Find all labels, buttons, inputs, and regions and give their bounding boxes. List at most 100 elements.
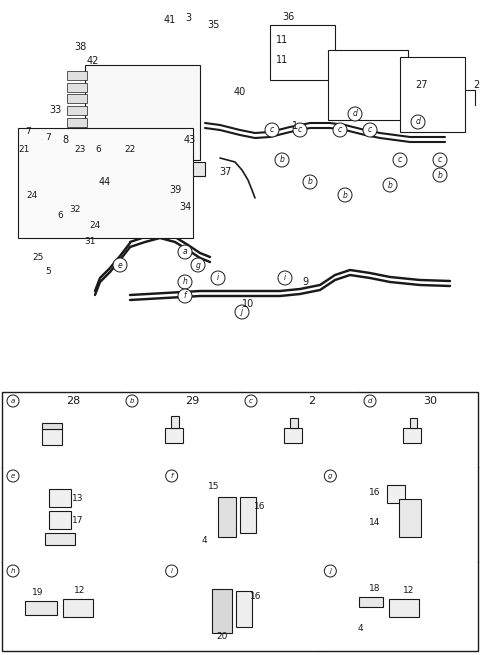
Text: 5: 5: [45, 267, 51, 276]
Circle shape: [333, 123, 347, 137]
Text: 24: 24: [26, 191, 37, 200]
Circle shape: [278, 271, 292, 285]
Text: 26: 26: [473, 79, 480, 90]
Text: 24: 24: [89, 221, 101, 229]
FancyBboxPatch shape: [67, 71, 87, 80]
FancyBboxPatch shape: [67, 118, 87, 126]
Circle shape: [178, 289, 192, 303]
Text: 17: 17: [72, 516, 83, 525]
Text: 27: 27: [416, 80, 428, 90]
Text: h: h: [182, 278, 187, 286]
Text: 36: 36: [282, 12, 294, 22]
FancyBboxPatch shape: [42, 422, 61, 428]
Text: c: c: [438, 155, 442, 164]
Text: i: i: [217, 274, 219, 282]
Text: 19: 19: [32, 588, 43, 597]
FancyBboxPatch shape: [67, 141, 87, 150]
Text: j: j: [329, 568, 331, 574]
Text: 25: 25: [32, 253, 44, 263]
Circle shape: [126, 395, 138, 407]
Text: 13: 13: [72, 494, 83, 503]
Text: d: d: [353, 109, 358, 119]
Text: c: c: [398, 155, 402, 164]
FancyBboxPatch shape: [270, 25, 335, 80]
Text: f: f: [184, 291, 186, 301]
Circle shape: [383, 178, 397, 192]
Text: 15: 15: [208, 482, 220, 491]
FancyBboxPatch shape: [284, 428, 301, 443]
Text: 30: 30: [423, 396, 437, 406]
FancyBboxPatch shape: [409, 417, 417, 428]
Text: 4: 4: [201, 536, 207, 545]
FancyBboxPatch shape: [49, 510, 72, 529]
FancyBboxPatch shape: [398, 498, 420, 536]
Circle shape: [293, 123, 307, 137]
Circle shape: [235, 305, 249, 319]
FancyBboxPatch shape: [49, 489, 72, 506]
Text: 33: 33: [49, 105, 61, 115]
Text: 12: 12: [74, 586, 85, 595]
Circle shape: [166, 470, 178, 482]
Text: 37: 37: [219, 167, 231, 177]
FancyBboxPatch shape: [67, 106, 87, 115]
Circle shape: [7, 565, 19, 577]
Text: a: a: [11, 398, 15, 404]
Circle shape: [348, 107, 362, 121]
Text: 32: 32: [69, 206, 81, 214]
Text: h: h: [11, 568, 15, 574]
FancyBboxPatch shape: [80, 162, 205, 176]
Text: 39: 39: [169, 185, 181, 195]
Circle shape: [433, 168, 447, 182]
Text: e: e: [118, 261, 122, 269]
Text: b: b: [387, 181, 393, 189]
Text: d: d: [368, 398, 372, 404]
Text: c: c: [270, 126, 274, 134]
Circle shape: [324, 470, 336, 482]
Text: c: c: [298, 126, 302, 134]
Circle shape: [324, 565, 336, 577]
FancyBboxPatch shape: [240, 496, 256, 533]
Text: 6: 6: [57, 210, 63, 219]
Text: 43: 43: [184, 135, 196, 145]
Text: 2: 2: [308, 396, 315, 406]
FancyBboxPatch shape: [2, 392, 478, 651]
Circle shape: [7, 395, 19, 407]
FancyBboxPatch shape: [403, 428, 420, 443]
FancyBboxPatch shape: [212, 588, 232, 633]
Circle shape: [363, 123, 377, 137]
Circle shape: [211, 271, 225, 285]
Text: b: b: [343, 191, 348, 200]
Text: g: g: [328, 473, 333, 479]
Text: 34: 34: [179, 202, 191, 212]
Circle shape: [303, 175, 317, 189]
Text: 3: 3: [185, 13, 191, 23]
Circle shape: [265, 123, 279, 137]
FancyBboxPatch shape: [289, 417, 298, 428]
Text: 16: 16: [369, 488, 380, 497]
Circle shape: [7, 470, 19, 482]
Text: 8: 8: [62, 135, 68, 145]
Text: e: e: [11, 473, 15, 479]
Text: 16: 16: [254, 502, 266, 511]
Text: 18: 18: [369, 584, 381, 593]
Text: g: g: [195, 261, 201, 269]
Text: b: b: [279, 155, 285, 164]
Circle shape: [178, 275, 192, 289]
FancyBboxPatch shape: [25, 601, 58, 614]
FancyBboxPatch shape: [67, 94, 87, 103]
Text: 7: 7: [25, 128, 31, 136]
Circle shape: [338, 188, 352, 202]
Text: f: f: [170, 473, 173, 479]
Text: 6: 6: [95, 145, 101, 155]
FancyBboxPatch shape: [218, 496, 236, 536]
FancyBboxPatch shape: [400, 57, 465, 132]
Text: 41: 41: [164, 15, 176, 25]
Text: 21: 21: [18, 145, 30, 155]
FancyBboxPatch shape: [18, 128, 193, 238]
Circle shape: [178, 245, 192, 259]
Text: 42: 42: [87, 56, 99, 66]
Text: i: i: [171, 568, 173, 574]
Circle shape: [364, 395, 376, 407]
Text: 29: 29: [185, 396, 200, 406]
Text: j: j: [241, 307, 243, 316]
